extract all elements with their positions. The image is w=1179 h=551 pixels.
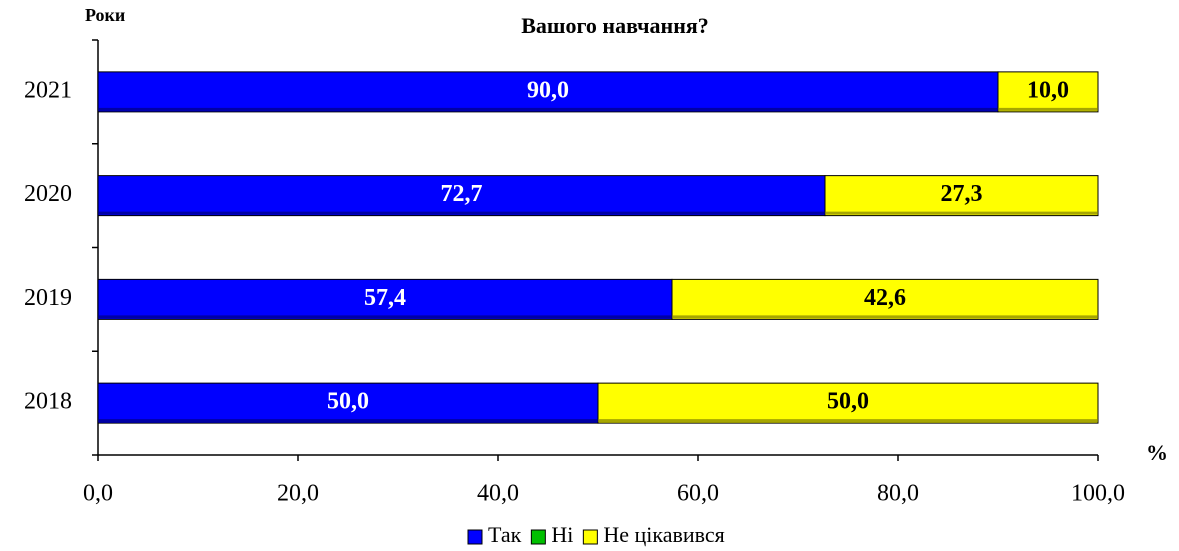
- value-label: 27,3: [941, 181, 983, 207]
- bar-shadow: [673, 315, 1097, 319]
- x-tick-label: 40,0: [477, 481, 519, 507]
- bar-shadow: [599, 419, 1097, 423]
- bar-shadow: [99, 419, 597, 423]
- bar-segment: [597, 382, 1099, 424]
- value-label: 72,7: [441, 181, 483, 207]
- legend-swatch: [467, 529, 483, 545]
- bar-segment: [97, 175, 826, 217]
- legend-label: Не цікавився: [603, 522, 724, 547]
- bar-segment: [97, 71, 999, 113]
- bar-shadow: [99, 315, 671, 319]
- y-tick-label: 2021: [24, 77, 72, 103]
- bar-segment: [97, 382, 599, 424]
- x-axis-label: %: [1146, 440, 1168, 465]
- value-label: 42,6: [864, 285, 906, 311]
- y-tick-label: 2018: [24, 389, 72, 415]
- y-axis-label: Роки: [85, 5, 125, 25]
- bar-segment: [824, 175, 1099, 217]
- legend-label: Ні: [551, 522, 573, 547]
- bar-segment: [671, 278, 1099, 320]
- value-label: 50,0: [327, 389, 369, 415]
- x-tick-label: 60,0: [677, 481, 719, 507]
- bar-shadow: [826, 211, 1097, 215]
- bar-shadow: [999, 107, 1097, 111]
- x-tick-label: 100,0: [1071, 481, 1125, 507]
- value-label: 10,0: [1027, 77, 1069, 103]
- value-label: 57,4: [364, 285, 406, 311]
- x-tick-label: 0,0: [83, 481, 113, 507]
- x-tick-label: 80,0: [877, 481, 919, 507]
- bar-shadow: [99, 107, 997, 111]
- legend-swatch: [582, 529, 598, 545]
- bar-segment: [997, 71, 1099, 113]
- x-tick-label: 20,0: [277, 481, 319, 507]
- bar-shadow: [99, 211, 824, 215]
- y-tick-label: 2019: [24, 285, 72, 311]
- value-label: 50,0: [827, 389, 869, 415]
- legend-label: Так: [488, 522, 522, 547]
- chart-title: Вашого навчання?: [521, 13, 709, 38]
- y-tick-label: 2020: [24, 181, 72, 207]
- legend-swatch: [530, 529, 546, 545]
- bar-segment: [97, 278, 673, 320]
- value-label: 90,0: [527, 77, 569, 103]
